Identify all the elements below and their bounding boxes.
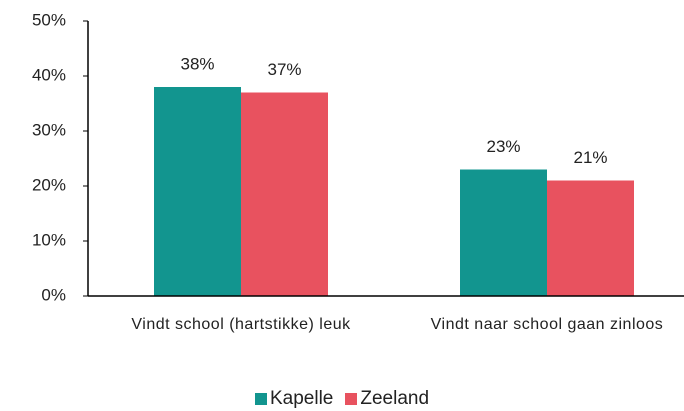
y-tick-label: 30% bbox=[32, 120, 66, 139]
y-tick-label: 50% bbox=[32, 10, 66, 29]
legend-swatch bbox=[254, 393, 267, 405]
data-label: 37% bbox=[267, 60, 301, 79]
data-label: 38% bbox=[180, 54, 214, 73]
data-label: 21% bbox=[573, 148, 607, 167]
legend-label: Zeeland bbox=[360, 388, 430, 409]
data-label: 23% bbox=[486, 137, 520, 156]
y-tick-label: 10% bbox=[32, 230, 66, 249]
y-tick-label: 20% bbox=[32, 175, 66, 194]
x-tick-label: Vindt naar school gaan zinloos bbox=[430, 316, 664, 333]
y-tick-label: 0% bbox=[41, 285, 66, 304]
bar bbox=[547, 180, 634, 296]
bar bbox=[460, 169, 547, 296]
legend-label: Kapelle bbox=[269, 388, 334, 409]
legend-swatch bbox=[345, 393, 358, 405]
bar bbox=[241, 92, 328, 296]
legend: Kapelle Zeeland bbox=[0, 388, 684, 411]
legend-item: Kapelle bbox=[254, 388, 334, 410]
legend-item: Zeeland bbox=[345, 388, 429, 410]
x-tick-label: Vindt school (hartstikke) leuk bbox=[131, 316, 351, 333]
bar bbox=[154, 87, 241, 296]
y-tick-label: 40% bbox=[32, 65, 66, 84]
